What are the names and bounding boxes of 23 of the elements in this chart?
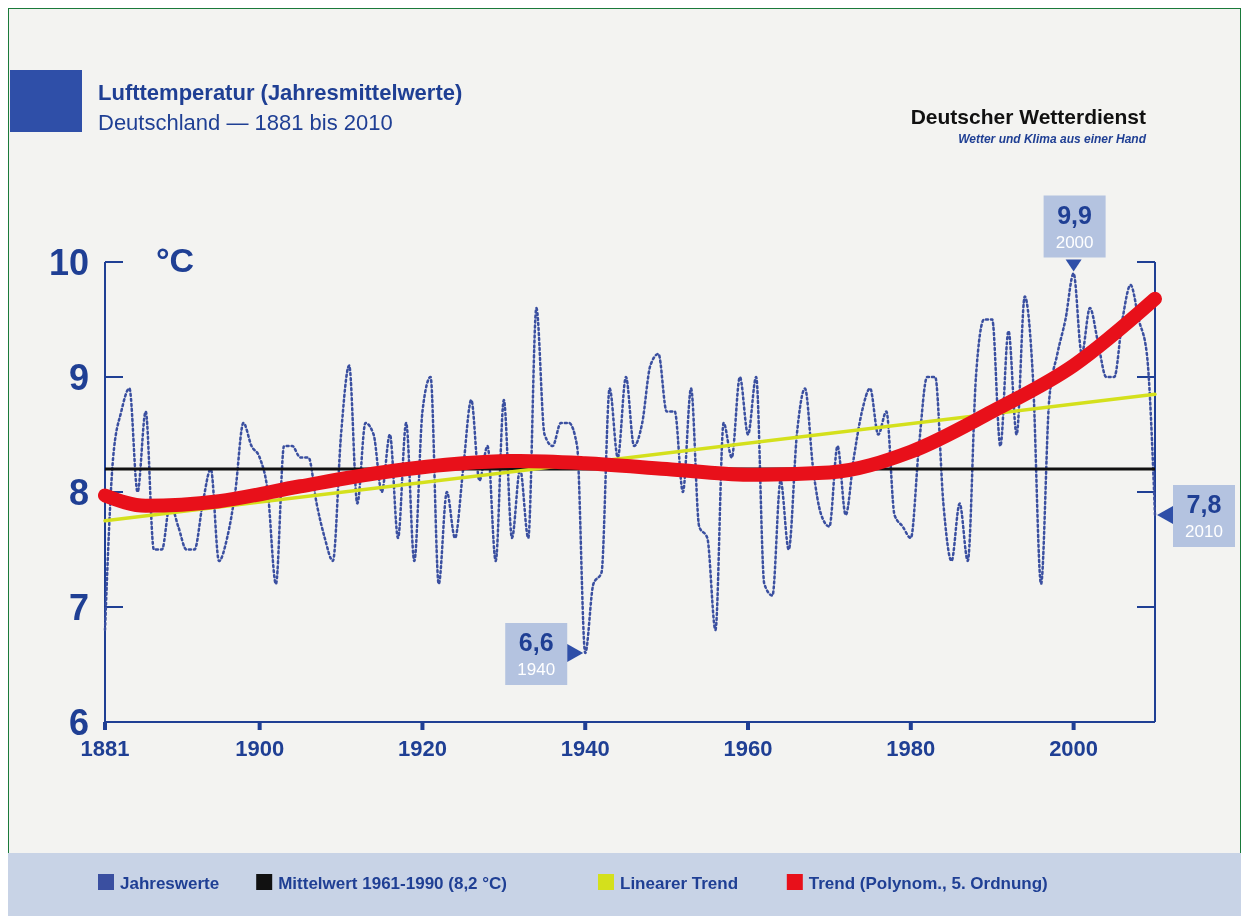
annotation: 9,9 2000: [1055, 200, 1094, 252]
legend-label: Trend (Polynom., 5. Ordnung): [808, 874, 1048, 893]
annotation: 6,6 1940: [517, 628, 556, 679]
text: Wetter und Klima aus einer Hand: [958, 132, 1147, 146]
chart-title: Lufttemperatur (Jahresmittelwerte): [98, 80, 463, 105]
y-tick-label: 9: [68, 356, 89, 398]
legend-label: Mittelwert 1961-1990 (8,2 °C): [278, 874, 508, 893]
chart-subtitle: Deutschland — 1881 bis 2010: [98, 110, 393, 135]
legend-label: Linearer Trend: [620, 874, 739, 893]
x-tick-label: 1980: [886, 736, 936, 761]
x-tick-label: 2000: [1049, 736, 1099, 761]
y-tick-label: 10: [48, 241, 89, 283]
y-tick-label: 8: [68, 471, 89, 513]
y-tick-label: 7: [68, 586, 89, 628]
x-tick-label: 1900: [235, 736, 285, 761]
x-tick-label: 1881: [80, 736, 130, 761]
x-tick-label: 1960: [723, 736, 773, 761]
annotation: 7,8 2010: [1185, 490, 1223, 541]
x-tick-label: 1940: [560, 736, 610, 761]
text: Deutscher Wetterdienst: [910, 105, 1146, 128]
x-tick-label: 1920: [397, 736, 447, 761]
legend-label: Jahreswerte: [120, 874, 220, 893]
y-axis-title: °C: [156, 241, 195, 279]
